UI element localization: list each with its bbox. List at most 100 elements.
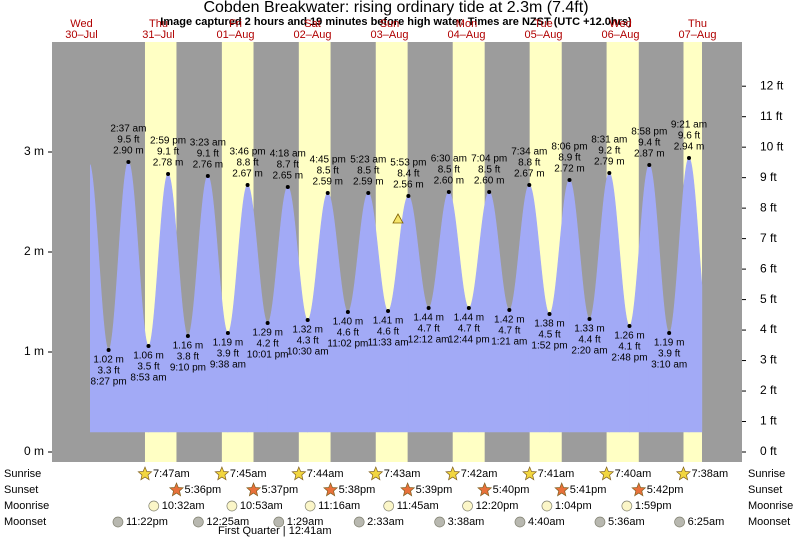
- row-time: 1:59pm: [635, 500, 672, 512]
- y2-tick-label: 7 ft: [760, 231, 777, 245]
- tide-label: 2.90 m: [113, 146, 144, 157]
- tide-label: 7:04 pm: [471, 154, 507, 165]
- day-date: 02–Aug: [294, 29, 332, 41]
- tide-label: 9.5 ft: [117, 135, 139, 146]
- tide-label: 2:37 am: [110, 124, 146, 135]
- row-time: 5:36pm: [184, 484, 221, 496]
- tide-area: [227, 184, 248, 433]
- y-tick-label: 3 m: [24, 144, 44, 158]
- y-tick-label: 0 m: [24, 444, 44, 458]
- tide-point: [126, 160, 131, 164]
- tide-label: 2.94 m: [674, 142, 705, 153]
- y2-tick-label: 5 ft: [760, 292, 777, 306]
- sun-icon: [631, 482, 647, 497]
- tide-label: 8:06 pm: [551, 142, 587, 153]
- tide-label: 3.3 ft: [97, 366, 119, 377]
- tide-label: 1.42 m: [494, 315, 525, 326]
- tide-label: 10:01 pm: [247, 350, 289, 361]
- tide-label: 5:23 am: [350, 155, 386, 166]
- tide-point: [325, 191, 330, 195]
- day-name: Wed: [70, 18, 92, 30]
- sun-icon: [168, 482, 184, 497]
- row-name: Moonset: [4, 516, 46, 528]
- tide-label: 9:10 pm: [170, 363, 206, 374]
- sun-icon: [246, 482, 262, 497]
- row-time: 2:33am: [367, 516, 404, 528]
- day-name: Sun: [380, 18, 400, 30]
- tide-label: 11:02 pm: [327, 339, 368, 350]
- sun-icon: [522, 466, 538, 481]
- day-date: 07–Aug: [679, 29, 717, 41]
- y2-tick-label: 12 ft: [760, 78, 784, 92]
- tide-label: 1.06 m: [133, 351, 164, 362]
- row-time: 12:20pm: [476, 500, 519, 512]
- moon-icon: [192, 516, 204, 528]
- tide-label: 4.7 ft: [498, 326, 520, 337]
- tide-label: 3.5 ft: [137, 362, 159, 373]
- tide-area: [609, 172, 630, 433]
- chart-subtitle: Image captured 2 hours and 19 minutes be…: [160, 16, 632, 28]
- tide-point: [547, 312, 552, 316]
- moon-icon: [674, 516, 685, 528]
- tide-label: 9.1 ft: [197, 149, 219, 160]
- tide-label: 10:30 am: [287, 347, 329, 358]
- tide-label: 4.3 ft: [297, 336, 319, 347]
- tide-label: 4.6 ft: [377, 327, 399, 338]
- row-time: 12:25am: [206, 516, 249, 528]
- day-date: 01–Aug: [217, 29, 255, 41]
- day-date: 30–Jul: [65, 29, 97, 41]
- moon-icon: [462, 500, 473, 512]
- tide-area: [428, 191, 450, 433]
- tide-point: [507, 308, 512, 312]
- y-tick-label: 2 m: [24, 244, 44, 258]
- tide-label: 7:34 am: [511, 147, 547, 158]
- row-time: 7:45am: [230, 468, 267, 480]
- day-date: 05–Aug: [525, 29, 563, 41]
- tide-label: 2:20 am: [571, 346, 607, 357]
- tide-point: [627, 324, 632, 328]
- tide-point: [686, 156, 691, 160]
- row-name: Sunset: [4, 484, 38, 496]
- day-name: Wed: [609, 18, 631, 30]
- row-time: 10:53am: [240, 500, 283, 512]
- row-time: 5:39pm: [416, 484, 453, 496]
- tide-label: 1.38 m: [534, 319, 565, 330]
- tide-label: 1.40 m: [333, 317, 364, 328]
- row-time: 5:37pm: [262, 484, 299, 496]
- tide-label: 6:30 am: [431, 154, 467, 165]
- row-time: 1:04pm: [555, 500, 592, 512]
- tide-area: [187, 175, 209, 433]
- tide-label: 1.32 m: [292, 325, 323, 336]
- y2-tick-label: 2 ft: [760, 383, 777, 397]
- tide-label: 3:46 pm: [230, 147, 266, 158]
- tide-label: 2.65 m: [273, 171, 304, 182]
- row-time: 1:29am: [287, 516, 324, 528]
- row-time: 5:36am: [608, 516, 645, 528]
- tide-label: 9.2 ft: [598, 146, 620, 157]
- row-name: Sunset: [748, 484, 782, 496]
- tide-area: [509, 184, 530, 433]
- row-time: 11:45am: [397, 500, 439, 512]
- tide-label: 2.60 m: [474, 176, 505, 187]
- row-time: 7:40am: [615, 468, 652, 480]
- tide-point: [106, 348, 111, 352]
- row-time: 7:38am: [691, 468, 728, 480]
- tide-point: [205, 174, 210, 178]
- day-date: 03–Aug: [371, 29, 409, 41]
- tide-label: 3.9 ft: [658, 349, 680, 360]
- current-level-marker: [392, 213, 404, 224]
- tide-area: [629, 164, 650, 433]
- tide-label: 1:52 pm: [531, 341, 567, 352]
- tide-label: 1.16 m: [173, 341, 204, 352]
- moon-icon: [353, 516, 365, 528]
- tide-label: 5:53 pm: [390, 158, 426, 169]
- tide-label: 9.4 ft: [638, 138, 660, 149]
- row-time: 7:42am: [461, 468, 498, 480]
- sun-icon: [554, 482, 570, 497]
- tide-label: 1.41 m: [373, 316, 404, 327]
- tide-area: [108, 161, 129, 433]
- tide-area: [448, 191, 470, 433]
- tide-label: 8.5 ft: [478, 165, 500, 176]
- tide-point: [527, 183, 532, 187]
